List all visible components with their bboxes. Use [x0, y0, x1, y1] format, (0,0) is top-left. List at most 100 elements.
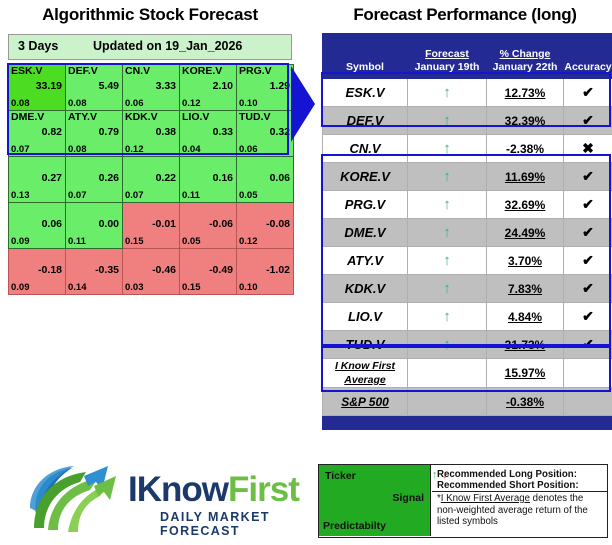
forecast-up-arrow-icon: ↑	[443, 195, 451, 213]
cell-forecast: ↑	[407, 302, 487, 331]
heatmap-cell-predictability: 0.06	[125, 98, 144, 109]
heatmap-cell[interactable]: KDK.V 0.38 0.12	[122, 110, 180, 157]
algorithmic-forecast-panel: Algorithmic Stock Forecast 3 Days Update…	[0, 0, 315, 345]
heatmap-cell-predictability: 0.12	[125, 144, 144, 155]
heatmap-cell-signal: -0.01	[152, 218, 176, 230]
heatmap-cell-predictability: 0.07	[11, 144, 30, 155]
heatmap-cell[interactable]: 0.27 0.13	[8, 156, 66, 203]
heatmap-cell[interactable]: ATY.V 0.79 0.08	[65, 110, 123, 157]
cell-change: 24.49%	[486, 218, 564, 247]
heatmap-cell-signal: -0.49	[209, 264, 233, 276]
symbol-text: ESK.V	[345, 84, 385, 100]
heatmap-cell[interactable]: -0.49 0.15	[179, 248, 237, 295]
heatmap-cell[interactable]: CN.V 3.33 0.06	[122, 64, 180, 111]
heatmap-cell-signal: -0.18	[38, 264, 62, 276]
heatmap-cell[interactable]: ESK.V 33.19 0.08	[8, 64, 66, 111]
heatmap-cell[interactable]: 0.00 0.11	[65, 202, 123, 249]
heatmap-cell-signal: -0.06	[209, 218, 233, 230]
heatmap-cell[interactable]: DEF.V 5.49 0.08	[65, 64, 123, 111]
heatmap-cell-predictability: 0.13	[11, 190, 30, 201]
heatmap-cell-predictability: 0.11	[182, 190, 200, 201]
cell-accuracy: ✔	[563, 78, 612, 107]
heatmap-cell-ticker: ESK.V	[11, 65, 43, 77]
heatmap-cell[interactable]: DME.V 0.82 0.07	[8, 110, 66, 157]
heatmap-cell[interactable]: -0.08 0.12	[236, 202, 294, 249]
cell-forecast: ↑	[407, 246, 487, 275]
legend-up-arrow-icon: ↑	[432, 469, 438, 481]
heatmap-row: 0.27 0.13 0.26 0.07 0.22 0.07 0.16 0.11 0.06 0.05	[8, 156, 294, 203]
cell-change: 11.69%	[486, 162, 564, 191]
footer-bar-cell	[322, 415, 408, 430]
heatmap-cell[interactable]: 0.06 0.05	[236, 156, 294, 203]
cell-symbol: ATY.V	[322, 246, 408, 275]
heatmap-row: ESK.V 33.19 0.08 DEF.V 5.49 0.08 CN.V 3.33 0.06 K…	[8, 64, 294, 111]
average-label-line1: I Know First	[334, 360, 396, 372]
heatmap-cell-ticker: PRG.V	[239, 65, 272, 77]
heatmap-cell[interactable]: -0.46 0.03	[122, 248, 180, 295]
forecast-up-arrow-icon: ↑	[443, 279, 451, 297]
heatmap-cell[interactable]: -0.01 0.15	[122, 202, 180, 249]
performance-table: Symbol Forecast January 19th % Change Ja…	[322, 33, 612, 430]
heatmap-cell[interactable]: -1.02 0.10	[236, 248, 294, 295]
change-text: 32.69%	[504, 197, 546, 212]
table-row[interactable]: LIO.V ↑ 4.84% ✔	[322, 302, 612, 331]
heatmap-cell[interactable]: 0.06 0.09	[8, 202, 66, 249]
table-row[interactable]: CN.V ↑ -2.38% ✖	[322, 134, 612, 163]
logo-word-i: I	[128, 470, 138, 509]
cell-symbol: KDK.V	[322, 274, 408, 303]
table-row[interactable]: KORE.V ↑ 11.69% ✔	[322, 162, 612, 191]
heatmap-cell-signal: 3.33	[155, 80, 176, 92]
heatmap-cell-signal: -0.46	[152, 264, 176, 276]
heatmap-cell[interactable]: -0.35 0.14	[65, 248, 123, 295]
heatmap-cell[interactable]: 0.16 0.11	[179, 156, 237, 203]
cell-accuracy: ✔	[563, 190, 612, 219]
heatmap-cell-signal: 0.22	[155, 172, 176, 184]
heatmap-cell-predictability: 0.08	[68, 144, 87, 155]
heatmap-cell-predictability: 0.11	[68, 236, 86, 247]
legend-down-arrow-icon: ↓	[441, 469, 448, 481]
heatmap-cell[interactable]: -0.06 0.05	[179, 202, 237, 249]
cell-benchmark-forecast	[407, 387, 487, 416]
heatmap-cell-predictability: 0.15	[125, 236, 144, 247]
heatmap-cell[interactable]: PRG.V 1.29 0.10	[236, 64, 294, 111]
table-row[interactable]: PRG.V ↑ 32.69% ✔	[322, 190, 612, 219]
heatmap-cell[interactable]: KORE.V 2.10 0.12	[179, 64, 237, 111]
heatmap-cell-predictability: 0.09	[11, 282, 30, 293]
heatmap-cell[interactable]: -0.18 0.09	[8, 248, 66, 295]
table-row[interactable]: ATY.V ↑ 3.70% ✔	[322, 246, 612, 275]
logo-tagline: DAILY MARKET FORECAST	[160, 510, 270, 538]
cell-forecast: ↑	[407, 330, 487, 359]
heatmap-cell-predictability: 0.12	[182, 98, 201, 109]
table-row[interactable]: TUD.V ↑ 31.73% ✔	[322, 330, 612, 359]
symbol-text: CN.V	[349, 140, 381, 156]
forecast-horizon-label: 3 Days	[18, 39, 59, 53]
heatmap-cell-signal: 0.06	[41, 218, 62, 230]
table-row[interactable]: KDK.V ↑ 7.83% ✔	[322, 274, 612, 303]
cell-average-label: I Know First Average	[322, 358, 408, 388]
heatmap-cell-ticker: ATY.V	[68, 111, 97, 123]
heatmap-cell-predictability: 0.06	[239, 144, 258, 155]
forecast-up-arrow-icon: ↑	[443, 83, 451, 101]
check-icon: ✔	[582, 223, 594, 240]
heatmap-cell[interactable]: 0.22 0.07	[122, 156, 180, 203]
heatmap-cell-predictability: 0.14	[68, 282, 87, 293]
heatmap-cell[interactable]: 0.26 0.07	[65, 156, 123, 203]
heatmap-cell-predictability: 0.09	[11, 236, 30, 247]
heatmap-cell-signal: 1.29	[269, 80, 290, 92]
heatmap-cell-ticker: TUD.V	[239, 111, 271, 123]
table-row[interactable]: DEF.V ↑ 32.39% ✔	[322, 106, 612, 135]
legend-note-underlined-term: I Know First Average	[440, 493, 530, 504]
symbol-text: KDK.V	[344, 280, 386, 296]
cell-average-change: 15.97%	[486, 358, 564, 388]
heatmap-cell[interactable]: LIO.V 0.33 0.04	[179, 110, 237, 157]
table-row[interactable]: ESK.V ↑ 12.73% ✔	[322, 78, 612, 107]
table-row-average: I Know First Average 15.97%	[322, 358, 612, 388]
heatmap-cell[interactable]: TUD.V 0.32 0.06	[236, 110, 294, 157]
heatmap-cell-predictability: 0.04	[182, 144, 201, 155]
cell-average-accuracy	[563, 358, 612, 388]
forecast-performance-panel: Forecast Performance (long) Symbol Forec…	[318, 0, 612, 448]
table-row[interactable]: DME.V ↑ 24.49% ✔	[322, 218, 612, 247]
forecast-up-arrow-icon: ↑	[443, 223, 451, 241]
heatmap-cell-predictability: 0.07	[68, 190, 87, 201]
heatmap-cell-ticker: DEF.V	[68, 65, 98, 77]
